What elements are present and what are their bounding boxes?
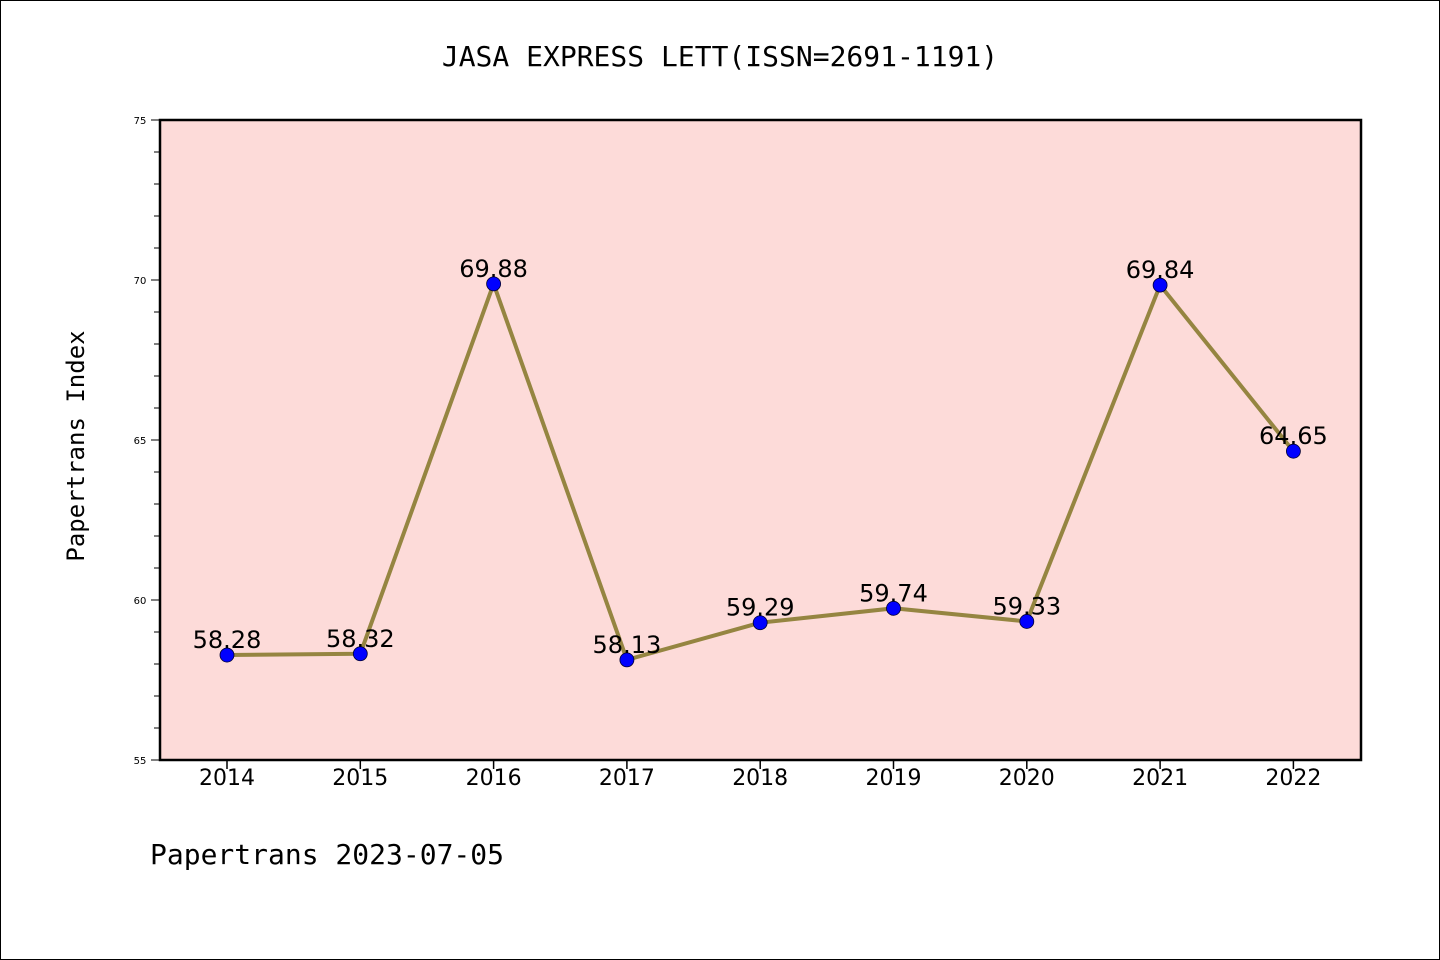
data-point-marker [352, 646, 368, 662]
data-point-marker [219, 647, 235, 663]
data-labels-group: 58.28 58.32 69.88 58.13 59.29 59.74 59.33 69.84… [193, 255, 1328, 659]
data-point-marker [619, 652, 635, 668]
y-tick-label: 70 [134, 276, 147, 287]
y-axis: 55 60 65 70 75 [134, 116, 160, 767]
y-tick-label: 55 [134, 756, 147, 767]
data-label: 69.88 [459, 255, 528, 283]
x-tick-label: 2017 [599, 766, 655, 791]
data-label: 64.65 [1259, 422, 1328, 450]
y-tick-label: 65 [134, 436, 147, 447]
x-axis: 2014 2015 2016 2017 2018 2019 2020 2021 2022 [199, 760, 1321, 791]
data-label: 59.33 [992, 592, 1061, 620]
x-tick-label: 2022 [1265, 766, 1321, 791]
y-tick-label: 60 [134, 596, 147, 607]
data-label: 59.74 [859, 579, 928, 607]
footer-date: Papertrans 2023-07-05 [150, 838, 504, 871]
data-point-marker [886, 600, 901, 616]
data-point-marker [1286, 443, 1301, 459]
y-axis-label: Papertrans Index [62, 330, 90, 561]
data-label: 58.13 [593, 631, 662, 659]
data-point-marker [1019, 614, 1035, 629]
markers-group [219, 276, 1301, 668]
data-point-marker [752, 615, 768, 631]
data-label: 59.29 [726, 594, 795, 622]
data-label: 58.32 [326, 625, 395, 653]
data-point-marker [1152, 277, 1168, 293]
x-tick-label: 2016 [466, 766, 522, 791]
x-tick-label: 2015 [332, 766, 388, 791]
x-tick-label: 2020 [999, 766, 1055, 791]
chart-title: JASA EXPRESS LETT(ISSN=2691-1191) [442, 40, 998, 73]
data-label: 58.28 [193, 626, 262, 654]
x-tick-label: 2018 [732, 766, 788, 791]
x-tick-label: 2014 [199, 766, 255, 791]
y-tick-label: 75 [134, 116, 147, 127]
x-tick-label: 2019 [866, 766, 922, 791]
data-label: 69.84 [1126, 256, 1195, 284]
x-tick-label: 2021 [1132, 766, 1188, 791]
plot-area [158, 118, 1363, 762]
data-point-marker [486, 276, 502, 292]
